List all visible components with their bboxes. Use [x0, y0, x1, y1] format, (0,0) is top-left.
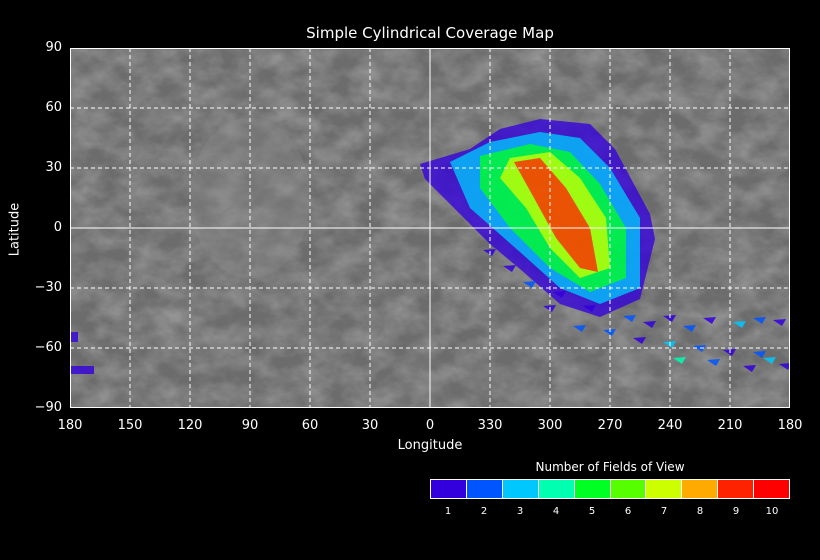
footprint: [583, 305, 596, 312]
legend-swatch: [610, 480, 647, 498]
y-axis-label: Latitude: [7, 202, 23, 257]
coverage-edge-region: [70, 332, 78, 342]
footprint: [623, 315, 636, 322]
footprint: [763, 357, 776, 364]
legend-label: 9: [732, 506, 740, 517]
footprint: [683, 325, 696, 332]
legend-label: 6: [624, 506, 632, 517]
x-tick-label: 30: [361, 418, 379, 433]
y-tick-label: 0: [53, 220, 62, 235]
x-tick-label: 0: [425, 418, 435, 433]
x-tick-label: 180: [57, 418, 83, 433]
map-title: Simple Cylindrical Coverage Map: [306, 24, 554, 42]
footprint: [753, 317, 766, 324]
x-tick-label: 60: [301, 418, 319, 433]
legend-swatch: [574, 480, 611, 498]
legend-label: 7: [660, 506, 668, 517]
legend-swatch: [754, 480, 790, 498]
footprint: [779, 363, 790, 370]
x-axis-label: Longitude: [397, 438, 463, 453]
map-frame: [70, 48, 790, 408]
footprint: [733, 321, 746, 328]
footprint: [773, 319, 786, 326]
y-tick-label: −30: [34, 280, 62, 295]
x-tick-label: 240: [657, 418, 683, 433]
x-tick-label: 270: [597, 418, 623, 433]
footprint: [643, 321, 656, 328]
legend-swatch: [466, 480, 503, 498]
y-tick-label: −90: [34, 400, 62, 415]
legend-label: 5: [588, 506, 596, 517]
footprint: [703, 317, 716, 324]
legend-swatch: [646, 480, 683, 498]
grid-lines: [70, 48, 790, 408]
legend-swatch: [431, 480, 467, 498]
legend-label: 8: [696, 506, 704, 517]
x-tick-label: 300: [537, 418, 563, 433]
footprint: [743, 365, 756, 372]
footprint: [603, 329, 616, 336]
footprint: [707, 359, 720, 366]
footprint: [673, 357, 686, 364]
x-tick-label: 90: [241, 418, 259, 433]
legend-swatch: [502, 480, 539, 498]
legend-label: 10: [765, 506, 779, 517]
footprint: [663, 315, 676, 322]
coverage-map: [70, 48, 790, 408]
footprint: [633, 337, 646, 344]
footprint: [553, 291, 566, 298]
y-tick-label: −60: [34, 340, 62, 355]
legend-swatch: [682, 480, 719, 498]
y-tick-label: 90: [45, 40, 62, 55]
legend-swatch: [718, 480, 755, 498]
y-tick-label: 30: [45, 160, 62, 175]
legend-colorbar: [430, 479, 790, 499]
legend-label: 2: [480, 506, 488, 517]
footprint: [573, 325, 586, 332]
legend-label: 1: [444, 506, 452, 517]
x-tick-label: 180: [777, 418, 803, 433]
legend-label: 3: [516, 506, 524, 517]
x-tick-label: 150: [117, 418, 143, 433]
footprint: [523, 281, 536, 288]
x-tick-label: 330: [477, 418, 503, 433]
coverage-edge-region: [70, 366, 94, 374]
y-tick-label: 60: [45, 100, 62, 115]
footprint: [503, 265, 516, 272]
footprint: [693, 345, 706, 352]
legend-label: 4: [552, 506, 560, 517]
legend-swatch: [538, 480, 575, 498]
legend-title: Number of Fields of View: [535, 460, 685, 474]
coverage-region-9: [514, 158, 598, 272]
x-tick-label: 210: [717, 418, 743, 433]
footprint: [753, 351, 766, 358]
x-tick-label: 120: [177, 418, 203, 433]
